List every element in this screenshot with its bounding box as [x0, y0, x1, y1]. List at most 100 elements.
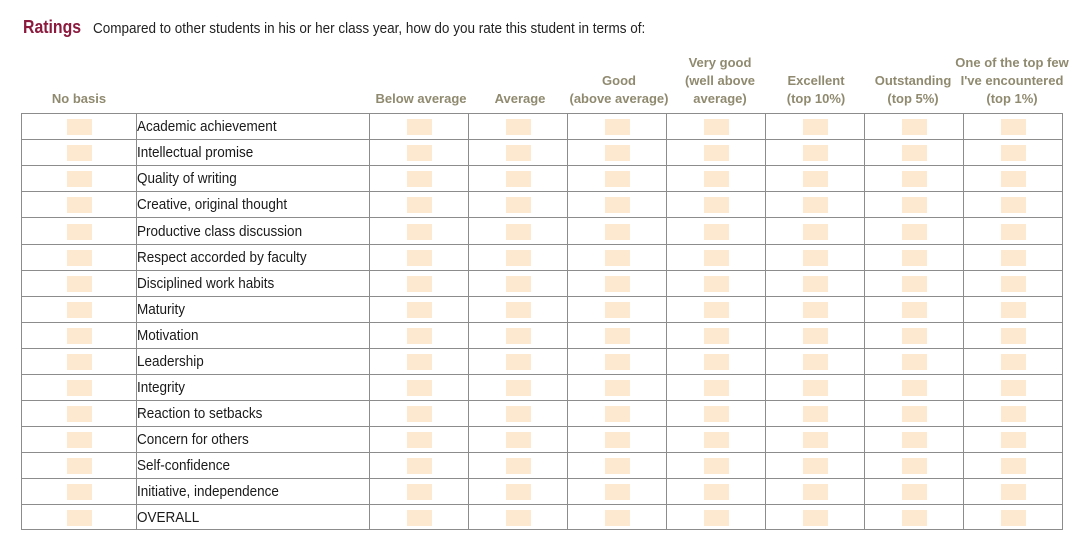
- checkbox-very-good[interactable]: [703, 354, 729, 371]
- checkbox-no-basis[interactable]: [66, 223, 92, 240]
- checkbox-below-average[interactable]: [406, 302, 432, 319]
- checkbox-top-few[interactable]: [1000, 145, 1026, 162]
- checkbox-excellent[interactable]: [802, 458, 828, 475]
- checkbox-no-basis[interactable]: [66, 197, 92, 214]
- checkbox-outstanding[interactable]: [901, 250, 927, 267]
- checkbox-no-basis[interactable]: [66, 432, 92, 449]
- checkbox-excellent[interactable]: [802, 223, 828, 240]
- checkbox-outstanding[interactable]: [901, 380, 927, 397]
- checkbox-no-basis[interactable]: [66, 171, 92, 188]
- checkbox-excellent[interactable]: [802, 432, 828, 449]
- checkbox-very-good[interactable]: [703, 171, 729, 188]
- checkbox-no-basis[interactable]: [66, 328, 92, 345]
- checkbox-no-basis[interactable]: [66, 119, 92, 136]
- checkbox-outstanding[interactable]: [901, 509, 927, 526]
- checkbox-good[interactable]: [604, 223, 630, 240]
- checkbox-below-average[interactable]: [406, 406, 432, 423]
- checkbox-top-few[interactable]: [1000, 484, 1026, 501]
- checkbox-outstanding[interactable]: [901, 223, 927, 240]
- checkbox-below-average[interactable]: [406, 223, 432, 240]
- checkbox-below-average[interactable]: [406, 328, 432, 345]
- checkbox-average[interactable]: [505, 250, 531, 267]
- checkbox-average[interactable]: [505, 406, 531, 423]
- checkbox-below-average[interactable]: [406, 197, 432, 214]
- checkbox-average[interactable]: [505, 458, 531, 475]
- checkbox-average[interactable]: [505, 432, 531, 449]
- checkbox-very-good[interactable]: [703, 432, 729, 449]
- checkbox-very-good[interactable]: [703, 302, 729, 319]
- checkbox-good[interactable]: [604, 509, 630, 526]
- checkbox-good[interactable]: [604, 354, 630, 371]
- checkbox-below-average[interactable]: [406, 509, 432, 526]
- checkbox-top-few[interactable]: [1000, 197, 1026, 214]
- checkbox-outstanding[interactable]: [901, 197, 927, 214]
- checkbox-below-average[interactable]: [406, 171, 432, 188]
- checkbox-top-few[interactable]: [1000, 171, 1026, 188]
- checkbox-excellent[interactable]: [802, 406, 828, 423]
- checkbox-top-few[interactable]: [1000, 432, 1026, 449]
- checkbox-very-good[interactable]: [703, 276, 729, 293]
- checkbox-excellent[interactable]: [802, 276, 828, 293]
- checkbox-very-good[interactable]: [703, 197, 729, 214]
- checkbox-very-good[interactable]: [703, 119, 729, 136]
- checkbox-average[interactable]: [505, 223, 531, 240]
- checkbox-average[interactable]: [505, 145, 531, 162]
- checkbox-average[interactable]: [505, 171, 531, 188]
- checkbox-average[interactable]: [505, 509, 531, 526]
- checkbox-good[interactable]: [604, 484, 630, 501]
- checkbox-below-average[interactable]: [406, 354, 432, 371]
- checkbox-top-few[interactable]: [1000, 276, 1026, 293]
- checkbox-top-few[interactable]: [1000, 119, 1026, 136]
- checkbox-top-few[interactable]: [1000, 223, 1026, 240]
- checkbox-outstanding[interactable]: [901, 484, 927, 501]
- checkbox-good[interactable]: [604, 458, 630, 475]
- checkbox-outstanding[interactable]: [901, 119, 927, 136]
- checkbox-good[interactable]: [604, 432, 630, 449]
- checkbox-top-few[interactable]: [1000, 250, 1026, 267]
- checkbox-outstanding[interactable]: [901, 458, 927, 475]
- checkbox-outstanding[interactable]: [901, 171, 927, 188]
- checkbox-very-good[interactable]: [703, 458, 729, 475]
- checkbox-excellent[interactable]: [802, 197, 828, 214]
- checkbox-very-good[interactable]: [703, 328, 729, 345]
- checkbox-excellent[interactable]: [802, 250, 828, 267]
- checkbox-excellent[interactable]: [802, 380, 828, 397]
- checkbox-good[interactable]: [604, 276, 630, 293]
- checkbox-below-average[interactable]: [406, 458, 432, 475]
- checkbox-average[interactable]: [505, 354, 531, 371]
- checkbox-no-basis[interactable]: [66, 458, 92, 475]
- checkbox-outstanding[interactable]: [901, 328, 927, 345]
- checkbox-good[interactable]: [604, 197, 630, 214]
- checkbox-average[interactable]: [505, 276, 531, 293]
- checkbox-excellent[interactable]: [802, 145, 828, 162]
- checkbox-good[interactable]: [604, 406, 630, 423]
- checkbox-below-average[interactable]: [406, 484, 432, 501]
- checkbox-excellent[interactable]: [802, 171, 828, 188]
- checkbox-no-basis[interactable]: [66, 484, 92, 501]
- checkbox-average[interactable]: [505, 380, 531, 397]
- checkbox-no-basis[interactable]: [66, 145, 92, 162]
- checkbox-top-few[interactable]: [1000, 328, 1026, 345]
- checkbox-top-few[interactable]: [1000, 380, 1026, 397]
- checkbox-top-few[interactable]: [1000, 406, 1026, 423]
- checkbox-good[interactable]: [604, 171, 630, 188]
- checkbox-outstanding[interactable]: [901, 145, 927, 162]
- checkbox-outstanding[interactable]: [901, 276, 927, 293]
- checkbox-no-basis[interactable]: [66, 250, 92, 267]
- checkbox-good[interactable]: [604, 145, 630, 162]
- checkbox-outstanding[interactable]: [901, 302, 927, 319]
- checkbox-very-good[interactable]: [703, 223, 729, 240]
- checkbox-average[interactable]: [505, 302, 531, 319]
- checkbox-top-few[interactable]: [1000, 302, 1026, 319]
- checkbox-no-basis[interactable]: [66, 509, 92, 526]
- checkbox-excellent[interactable]: [802, 302, 828, 319]
- checkbox-excellent[interactable]: [802, 354, 828, 371]
- checkbox-very-good[interactable]: [703, 406, 729, 423]
- checkbox-average[interactable]: [505, 484, 531, 501]
- checkbox-top-few[interactable]: [1000, 354, 1026, 371]
- checkbox-good[interactable]: [604, 380, 630, 397]
- checkbox-below-average[interactable]: [406, 119, 432, 136]
- checkbox-good[interactable]: [604, 302, 630, 319]
- checkbox-very-good[interactable]: [703, 509, 729, 526]
- checkbox-below-average[interactable]: [406, 380, 432, 397]
